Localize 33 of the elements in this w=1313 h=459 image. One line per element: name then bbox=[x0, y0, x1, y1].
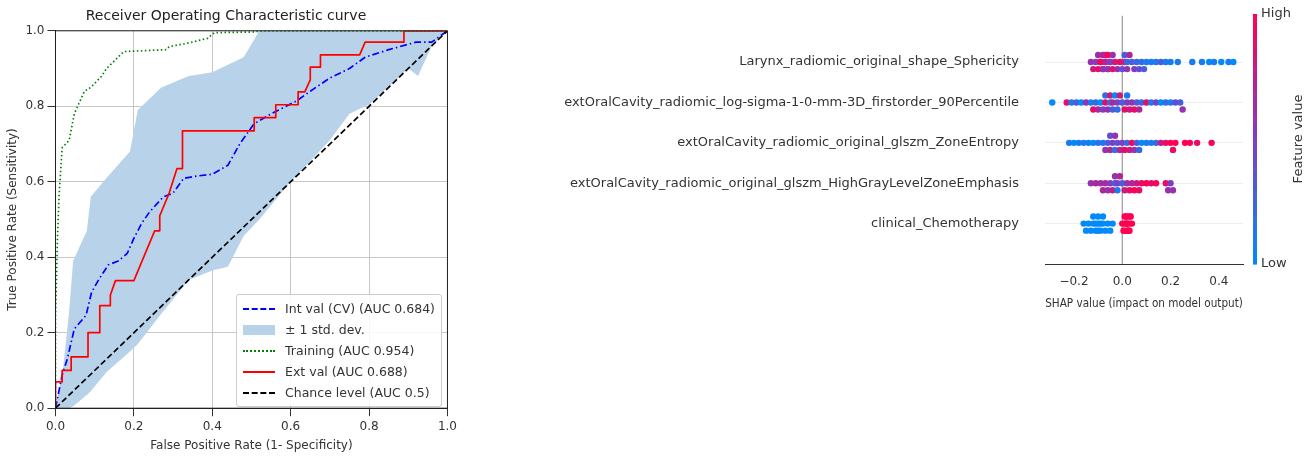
color-bar-title: Feature value bbox=[1290, 94, 1306, 184]
legend-label: ± 1 std. dev. bbox=[285, 322, 365, 337]
y-tick-label: clinical_Chemotherapy bbox=[871, 214, 1020, 230]
y-tick-label: 0.6 bbox=[25, 173, 45, 188]
legend-label: Chance level (AUC 0.5) bbox=[285, 385, 430, 400]
x-tick-label: 1.0 bbox=[437, 418, 457, 433]
y-tick-label: 0.4 bbox=[25, 249, 45, 264]
color-bar-label: High bbox=[1261, 5, 1291, 21]
x-tick-label: 0.0 bbox=[1112, 274, 1132, 289]
chart-title: Receiver Operating Characteristic curve bbox=[85, 7, 367, 24]
x-tick-label: 0.6 bbox=[281, 418, 301, 433]
x-axis-title: False Positive Rate (1- Specificity) bbox=[150, 437, 353, 452]
x-tick-label: −0.2 bbox=[1059, 274, 1089, 289]
y-tick-label: extOralCavity_radiomic_log-sigma-1-0-mm-3D_firstorder_90Percentile bbox=[564, 93, 1019, 109]
legend-label: Int val (CV) (AUC 0.684) bbox=[285, 301, 435, 316]
x-tick-label: 0.8 bbox=[359, 418, 379, 433]
legend-label: Training (AUC 0.954) bbox=[285, 343, 415, 358]
x-tick-label: 0.4 bbox=[202, 418, 222, 433]
y-axis-title: True Positive Rate (Sensitivity) bbox=[5, 128, 20, 312]
y-tick-label: extOralCavity_radiomic_original_glszm_ZoneEntropy bbox=[677, 134, 1020, 150]
y-tick-label: Larynx_radiomic_original_shape_Sphericity bbox=[739, 53, 1020, 69]
x-tick-label: 0.4 bbox=[1209, 274, 1229, 289]
x-tick-label: 0.0 bbox=[45, 418, 66, 433]
color-bar-label: Low bbox=[1261, 255, 1287, 271]
y-tick-label: 0.8 bbox=[25, 98, 45, 113]
x-tick-label: 0.2 bbox=[1161, 274, 1181, 289]
x-axis-title: SHAP value (impact on model output) bbox=[1045, 294, 1243, 310]
y-tick-label: 0.0 bbox=[25, 400, 45, 415]
legend-label: Ext val (AUC 0.688) bbox=[285, 364, 408, 379]
y-tick-label: extOralCavity_radiomic_original_glszm_HighGrayLevelZoneEmphasis bbox=[570, 174, 1020, 190]
y-tick-label: 1.0 bbox=[25, 22, 45, 37]
x-tick-label: 0.2 bbox=[124, 418, 144, 433]
y-tick-label: 0.2 bbox=[25, 324, 45, 339]
